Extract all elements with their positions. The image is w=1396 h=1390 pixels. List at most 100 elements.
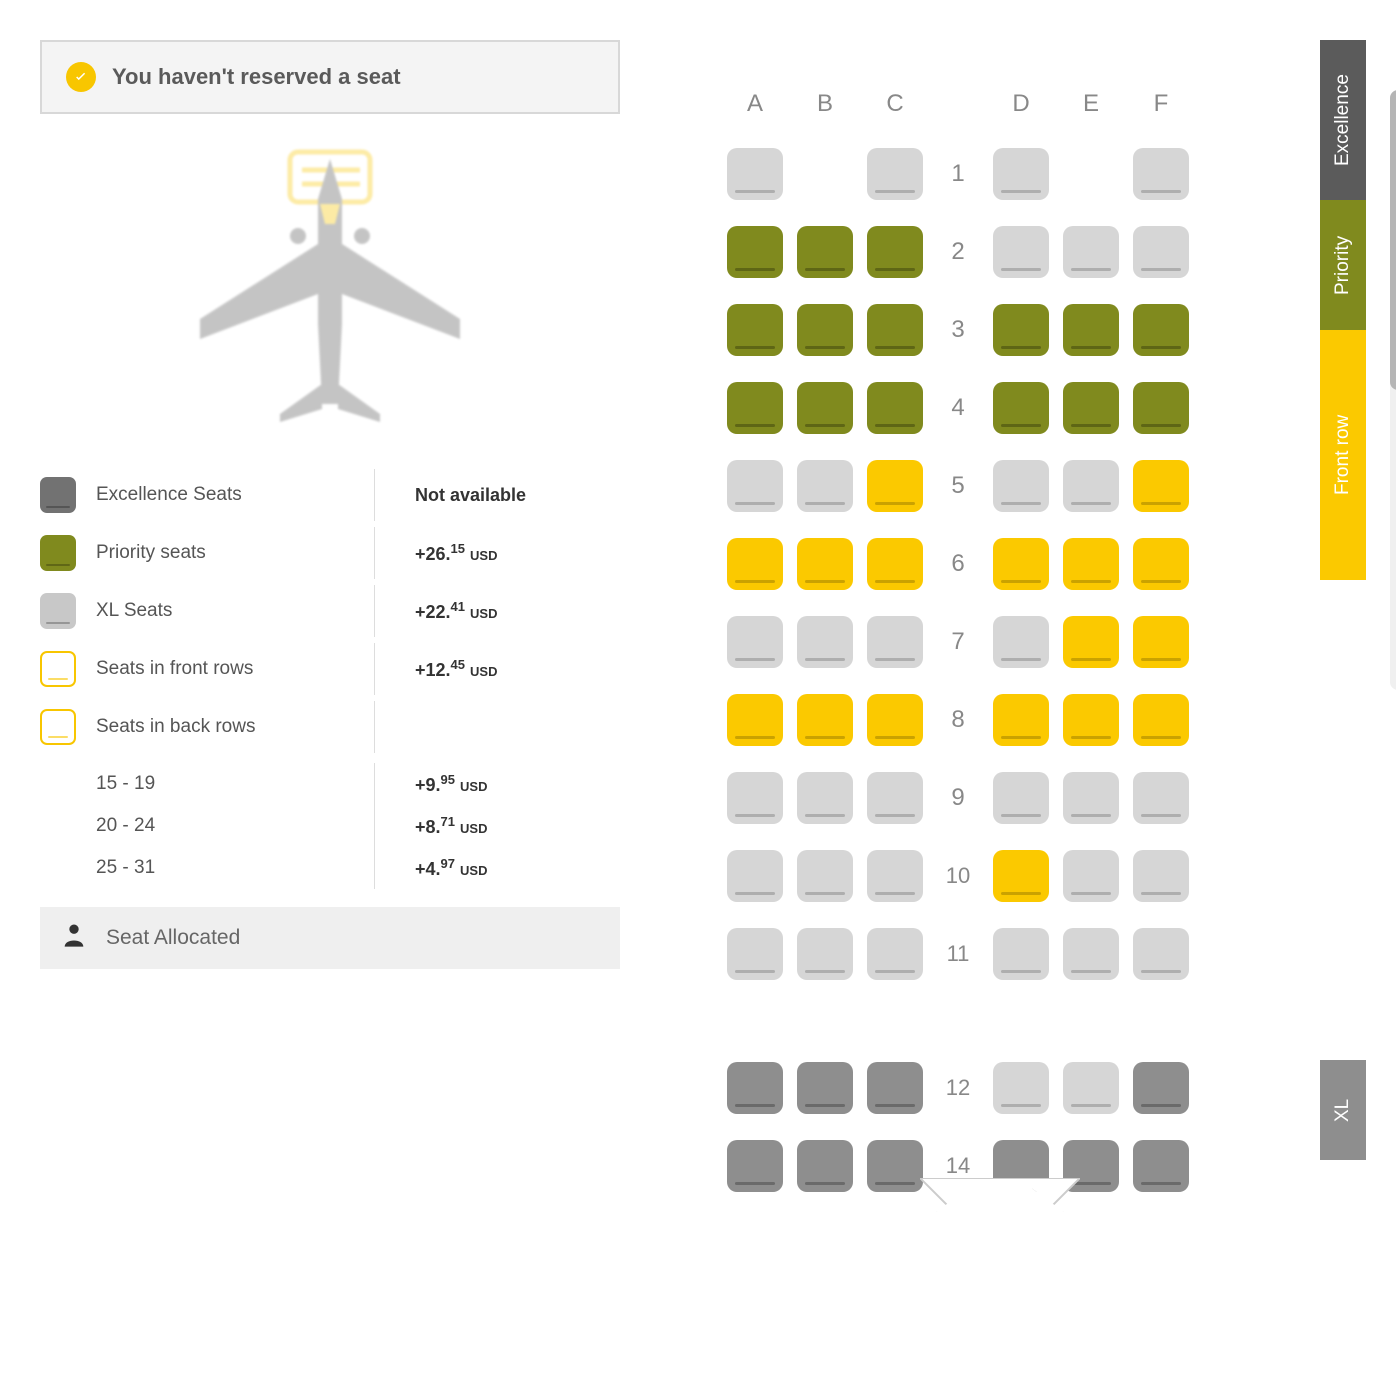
seat-allocated-bar: Seat Allocated — [40, 907, 620, 969]
seat[interactable] — [1133, 1140, 1189, 1192]
seat[interactable] — [1063, 304, 1119, 356]
seat — [1133, 850, 1189, 902]
seat[interactable] — [797, 538, 853, 590]
seat[interactable] — [867, 538, 923, 590]
seat[interactable] — [993, 304, 1049, 356]
seat — [993, 772, 1049, 824]
reservation-banner: You haven't reserved a seat — [40, 40, 620, 114]
legend-swatch — [40, 477, 76, 513]
seat[interactable] — [1133, 382, 1189, 434]
seat[interactable] — [867, 460, 923, 512]
section-tab[interactable]: Excellence — [1320, 40, 1366, 200]
seat[interactable] — [1133, 538, 1189, 590]
seat[interactable] — [727, 226, 783, 278]
seat[interactable] — [993, 538, 1049, 590]
seat[interactable] — [1063, 382, 1119, 434]
seat[interactable] — [867, 304, 923, 356]
seat — [1063, 772, 1119, 824]
seat[interactable] — [867, 226, 923, 278]
seat[interactable] — [1133, 694, 1189, 746]
seat — [867, 928, 923, 980]
seat — [1063, 226, 1119, 278]
legend: Excellence SeatsNot available Priority se… — [40, 469, 620, 889]
seat[interactable] — [797, 1062, 853, 1114]
seat[interactable] — [727, 1062, 783, 1114]
legend-label: Priority seats — [96, 542, 206, 564]
seat — [1063, 1062, 1119, 1114]
seat[interactable] — [727, 538, 783, 590]
legend-label: Seats in back rows — [96, 716, 255, 738]
legend-swatch — [40, 651, 76, 687]
seat[interactable] — [727, 304, 783, 356]
seat[interactable] — [867, 1062, 923, 1114]
seat[interactable] — [727, 694, 783, 746]
legend-subrow: 25 - 31+4.97 USD — [40, 847, 620, 889]
row-number: 4 — [930, 394, 986, 422]
airplane-icon — [40, 144, 620, 429]
seat[interactable] — [1133, 460, 1189, 512]
seat[interactable] — [993, 382, 1049, 434]
seat[interactable] — [797, 694, 853, 746]
person-icon — [60, 921, 88, 955]
seat — [1133, 226, 1189, 278]
scrollbar[interactable] — [1386, 40, 1396, 1212]
legend-label: Excellence Seats — [96, 484, 242, 506]
legend-row: Seats in front rows+12.45 USD — [40, 643, 620, 695]
seat[interactable] — [1133, 304, 1189, 356]
seat — [797, 460, 853, 512]
seat-row: 9 — [710, 772, 1290, 824]
column-header: D — [993, 90, 1049, 118]
seat — [797, 616, 853, 668]
legend-price: +12.45 USD — [375, 657, 497, 681]
seat-row: 8 — [710, 694, 1290, 746]
seat-row: 6 — [710, 538, 1290, 590]
seat — [1133, 148, 1189, 200]
seat — [727, 148, 783, 200]
row-number: 12 — [930, 1075, 986, 1101]
column-header: C — [867, 90, 923, 118]
seat — [993, 148, 1049, 200]
seat[interactable] — [867, 382, 923, 434]
seat[interactable] — [727, 382, 783, 434]
seat — [1133, 772, 1189, 824]
seat — [867, 148, 923, 200]
legend-price: +22.41 USD — [375, 599, 497, 623]
seat[interactable] — [797, 1140, 853, 1192]
column-header: B — [797, 90, 853, 118]
legend-price: +26.15 USD — [375, 541, 497, 565]
section-tab[interactable]: XL — [1320, 1060, 1366, 1160]
seat[interactable] — [797, 382, 853, 434]
seat — [1063, 928, 1119, 980]
legend-subrow: 20 - 24+8.71 USD — [40, 805, 620, 847]
seat[interactable] — [797, 226, 853, 278]
seat-row: 2 — [710, 226, 1290, 278]
column-header: E — [1063, 90, 1119, 118]
seat[interactable] — [867, 1140, 923, 1192]
row-number: 8 — [930, 706, 986, 734]
seat — [993, 1062, 1049, 1114]
seat-row: 12 — [710, 1062, 1290, 1114]
seat[interactable] — [1063, 616, 1119, 668]
seat[interactable] — [1133, 616, 1189, 668]
seat[interactable] — [993, 850, 1049, 902]
seat-row: 3 — [710, 304, 1290, 356]
section-tab[interactable]: Priority — [1320, 200, 1366, 330]
seat[interactable] — [797, 304, 853, 356]
seat[interactable] — [1133, 1062, 1189, 1114]
legend-subrow: 15 - 19+9.95 USD — [40, 763, 620, 805]
legend-label: XL Seats — [96, 600, 172, 622]
seat — [797, 850, 853, 902]
seat[interactable] — [867, 694, 923, 746]
seat-map: ABCDEF 12345678910111214 — [680, 40, 1320, 1212]
legend-swatch — [40, 593, 76, 629]
seat-row: 4 — [710, 382, 1290, 434]
seat[interactable] — [1063, 538, 1119, 590]
row-number: 14 — [930, 1153, 986, 1179]
seat[interactable] — [1063, 694, 1119, 746]
legend-swatch — [40, 709, 76, 745]
legend-row: Priority seats +26.15 USD — [40, 527, 620, 579]
legend-row: Excellence SeatsNot available — [40, 469, 620, 521]
seat[interactable] — [993, 694, 1049, 746]
section-tab[interactable]: Front row — [1320, 330, 1366, 580]
seat[interactable] — [727, 1140, 783, 1192]
